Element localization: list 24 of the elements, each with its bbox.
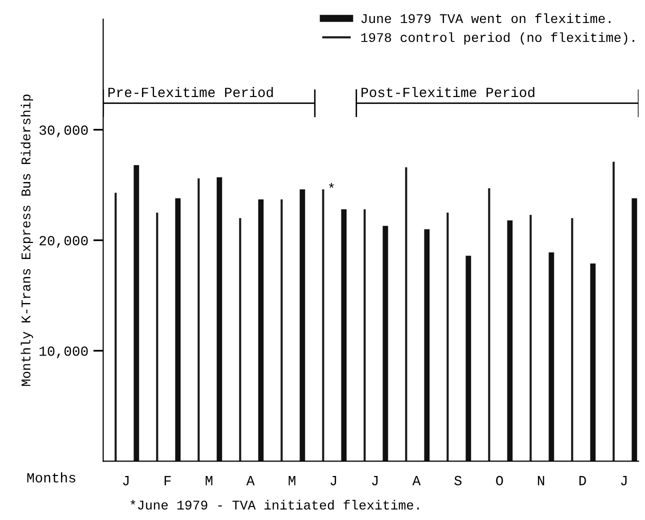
x-tick-label: D (579, 476, 586, 486)
x-tick-label: A (246, 476, 255, 486)
annotation: Post-Flexitime Period (362, 86, 534, 98)
x-tick-label: J (372, 476, 378, 486)
x-tick-label: J (621, 476, 627, 486)
text: *June 1979 - TVA initiated flexitime. (130, 500, 419, 510)
annotation: Pre-Flexitime Period (108, 86, 273, 98)
x-tick-label: F (164, 476, 171, 486)
x-tick-label: S (454, 476, 462, 486)
x-tick-label: N (538, 476, 544, 486)
x-tick-label: M (288, 476, 296, 486)
x-axis-title: Months (27, 472, 76, 482)
y-tick-label: 20,000 (40, 236, 88, 248)
y-axis-title: Monthly K-Trans Express Bus Ridership (20, 94, 34, 386)
annotation: * (328, 182, 334, 188)
y-tick-label: 10,000 (40, 346, 88, 358)
legend-label: 1978 control period (no flexitime). (361, 32, 634, 45)
legend-label: June 1979 TVA went on flexitime. (361, 13, 610, 24)
x-tick-label: O (496, 476, 503, 486)
y-tick-label: 30,000 (39, 125, 88, 138)
x-tick-label: A (412, 476, 421, 486)
x-tick-label: J (330, 476, 336, 486)
x-tick-label: M (206, 476, 212, 486)
x-tick-label: J (123, 476, 129, 486)
